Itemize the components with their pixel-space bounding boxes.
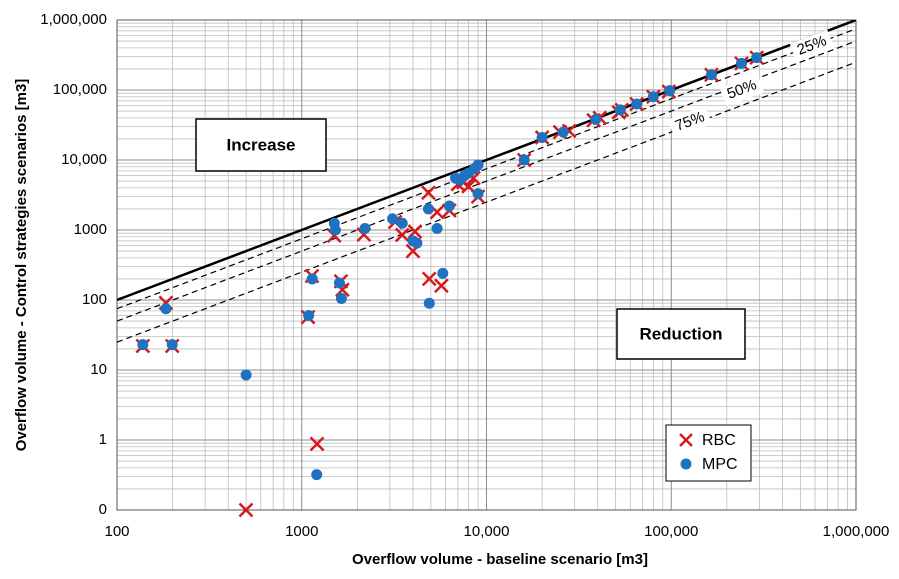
x-tick-label: 1,000,000 bbox=[823, 523, 890, 540]
label-background bbox=[667, 105, 713, 139]
y-tick-label: 100 bbox=[82, 291, 107, 308]
annotation: Increase bbox=[227, 135, 296, 154]
data-point bbox=[238, 502, 254, 518]
data-point bbox=[614, 104, 626, 116]
data-point bbox=[387, 213, 399, 225]
legend-marker bbox=[679, 433, 693, 447]
legend-marker bbox=[680, 458, 692, 470]
legend-label: MPC bbox=[702, 456, 738, 473]
data-point bbox=[437, 267, 449, 279]
data-point bbox=[303, 310, 315, 322]
y-tick-label: 1000 bbox=[74, 221, 107, 238]
data-point bbox=[557, 126, 569, 138]
y-tick-label: 10,000 bbox=[61, 151, 107, 168]
reference-line bbox=[117, 20, 856, 302]
data-point bbox=[518, 154, 530, 166]
data-point bbox=[166, 339, 178, 351]
data-point bbox=[394, 227, 410, 243]
x-tick-label: 1000 bbox=[285, 523, 318, 540]
reference-line bbox=[117, 40, 856, 322]
data-point bbox=[434, 278, 449, 294]
data-point bbox=[443, 200, 455, 212]
data-point bbox=[411, 237, 423, 249]
x-tick-label: 10,000 bbox=[464, 523, 510, 540]
data-point bbox=[422, 203, 434, 215]
data-point bbox=[421, 185, 436, 201]
legend-box bbox=[665, 424, 752, 482]
data-point bbox=[359, 223, 371, 235]
data-point bbox=[664, 85, 676, 97]
label-background bbox=[719, 73, 765, 107]
x-tick-label: 100,000 bbox=[644, 523, 698, 540]
y-tick-label: 100,000 bbox=[53, 81, 107, 98]
data-point bbox=[536, 131, 548, 143]
data-point bbox=[311, 469, 323, 481]
x-axis-label: Overflow volume - baseline scenario [m3] bbox=[352, 551, 648, 568]
y-axis-label: Overflow volume - Control strategies sce… bbox=[13, 79, 30, 452]
data-point bbox=[735, 57, 747, 69]
data-point bbox=[751, 52, 763, 64]
data-point bbox=[423, 297, 435, 309]
data-point bbox=[335, 293, 347, 305]
plot-frame bbox=[116, 19, 857, 511]
y-tick-label: 1 bbox=[99, 431, 107, 448]
x-tick-label: 100 bbox=[104, 523, 129, 540]
data-point bbox=[240, 369, 252, 381]
data-point bbox=[421, 271, 437, 287]
legend-label: RBC bbox=[702, 432, 736, 449]
data-point bbox=[160, 303, 172, 315]
annotation-box bbox=[616, 308, 746, 360]
data-point bbox=[472, 159, 484, 171]
data-point bbox=[431, 223, 443, 235]
y-tick-label: 0 bbox=[99, 501, 107, 518]
data-point bbox=[647, 91, 659, 103]
data-point bbox=[590, 113, 602, 125]
reference-lines bbox=[117, 20, 856, 343]
data-point bbox=[306, 273, 318, 285]
annotation-box bbox=[195, 118, 327, 172]
y-tick-label: 10 bbox=[90, 361, 107, 378]
reference-line bbox=[117, 61, 856, 343]
data-point bbox=[396, 217, 408, 229]
reference-line bbox=[117, 28, 856, 310]
annotation: Reduction bbox=[639, 324, 722, 343]
data-point bbox=[705, 69, 717, 81]
data-point bbox=[137, 339, 149, 351]
data-point bbox=[329, 224, 341, 236]
data-point bbox=[309, 436, 325, 452]
y-tick-label: 1,000,000 bbox=[40, 11, 107, 28]
data-point bbox=[333, 277, 345, 289]
data-point bbox=[631, 98, 643, 110]
data-point bbox=[472, 188, 484, 200]
label-background bbox=[789, 29, 835, 63]
